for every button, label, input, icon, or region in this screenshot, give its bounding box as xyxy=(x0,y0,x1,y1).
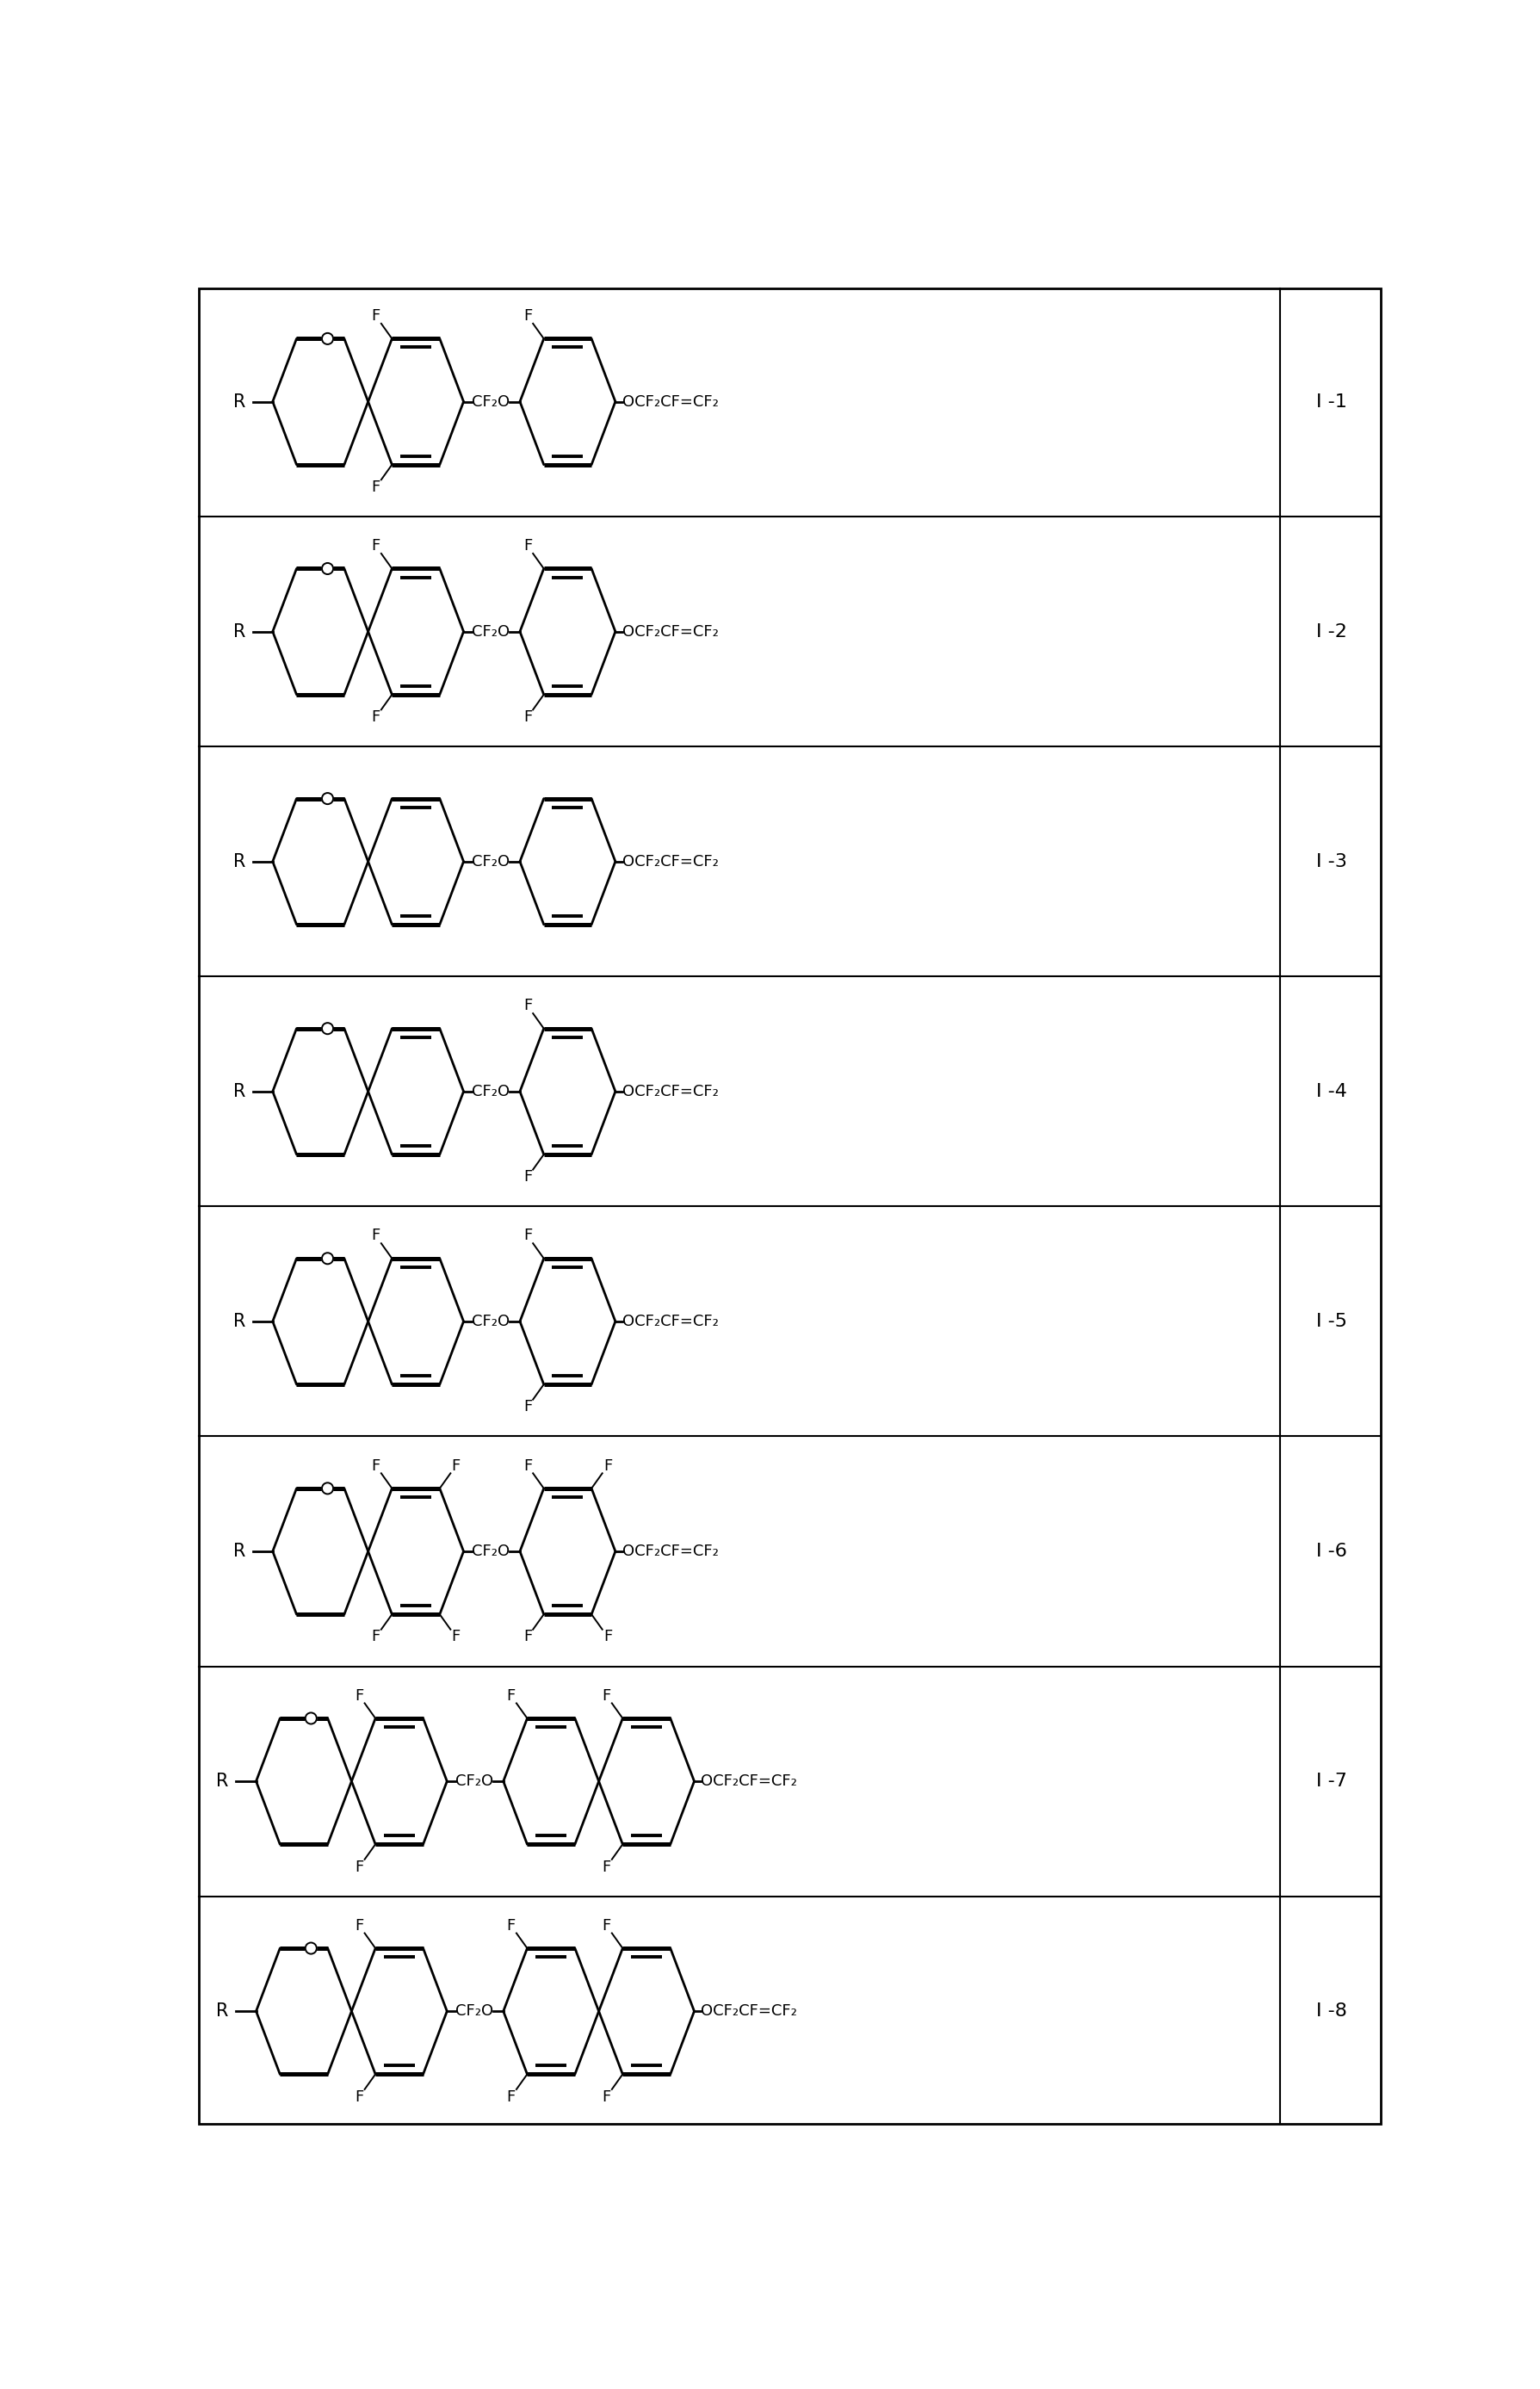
Text: F: F xyxy=(602,2088,610,2105)
Text: F: F xyxy=(354,1689,363,1703)
Text: F: F xyxy=(371,538,380,554)
Text: F: F xyxy=(371,1629,380,1644)
Text: I -3: I -3 xyxy=(1315,853,1346,870)
Text: F: F xyxy=(371,480,380,495)
Text: I -4: I -4 xyxy=(1315,1082,1346,1099)
Text: R: R xyxy=(216,2002,228,2019)
Circle shape xyxy=(305,1713,316,1725)
Text: I -6: I -6 xyxy=(1315,1543,1346,1560)
Circle shape xyxy=(305,1942,316,1954)
Text: CF₂O: CF₂O xyxy=(471,1543,510,1560)
Text: F: F xyxy=(604,1457,611,1474)
Text: OCF₂CF=CF₂: OCF₂CF=CF₂ xyxy=(622,1314,718,1328)
Text: R: R xyxy=(233,1543,245,1560)
Text: I -8: I -8 xyxy=(1315,2002,1346,2019)
Text: F: F xyxy=(524,1629,531,1644)
Text: R: R xyxy=(233,624,245,640)
Text: F: F xyxy=(451,1457,460,1474)
Text: CF₂O: CF₂O xyxy=(471,1085,510,1099)
Text: F: F xyxy=(507,1689,516,1703)
Text: F: F xyxy=(507,2088,516,2105)
Text: F: F xyxy=(602,1918,610,1933)
Text: F: F xyxy=(524,1228,531,1245)
Text: I -1: I -1 xyxy=(1315,394,1346,411)
Text: F: F xyxy=(524,999,531,1013)
Circle shape xyxy=(322,1252,333,1264)
Text: OCF₂CF=CF₂: OCF₂CF=CF₂ xyxy=(622,1543,718,1560)
Text: OCF₂CF=CF₂: OCF₂CF=CF₂ xyxy=(622,853,718,870)
Text: CF₂O: CF₂O xyxy=(471,853,510,870)
Text: OCF₂CF=CF₂: OCF₂CF=CF₂ xyxy=(622,1085,718,1099)
Text: F: F xyxy=(602,1689,610,1703)
Text: F: F xyxy=(602,1859,610,1875)
Text: F: F xyxy=(524,308,531,325)
Text: CF₂O: CF₂O xyxy=(471,1314,510,1328)
Text: F: F xyxy=(507,1918,516,1933)
Circle shape xyxy=(322,332,333,344)
Text: I -5: I -5 xyxy=(1315,1314,1346,1331)
Text: F: F xyxy=(524,1457,531,1474)
Text: OCF₂CF=CF₂: OCF₂CF=CF₂ xyxy=(622,624,718,640)
Text: F: F xyxy=(524,710,531,724)
Text: F: F xyxy=(371,308,380,325)
Text: OCF₂CF=CF₂: OCF₂CF=CF₂ xyxy=(701,1773,796,1789)
Text: F: F xyxy=(524,1168,531,1185)
Circle shape xyxy=(322,793,333,805)
Text: R: R xyxy=(233,1314,245,1331)
Text: F: F xyxy=(371,1457,380,1474)
Text: F: F xyxy=(354,1918,363,1933)
Text: F: F xyxy=(354,1859,363,1875)
Text: OCF₂CF=CF₂: OCF₂CF=CF₂ xyxy=(701,2004,796,2019)
Text: F: F xyxy=(371,1228,380,1245)
Text: F: F xyxy=(604,1629,611,1644)
Text: R: R xyxy=(233,1082,245,1099)
Text: R: R xyxy=(233,394,245,411)
Circle shape xyxy=(322,1484,333,1493)
Text: F: F xyxy=(354,2088,363,2105)
Text: R: R xyxy=(233,853,245,870)
Text: F: F xyxy=(371,710,380,724)
Text: CF₂O: CF₂O xyxy=(454,1773,493,1789)
Text: F: F xyxy=(451,1629,460,1644)
Circle shape xyxy=(322,564,333,573)
Text: I -2: I -2 xyxy=(1315,624,1346,640)
Circle shape xyxy=(322,1022,333,1034)
Text: CF₂O: CF₂O xyxy=(471,624,510,640)
Text: F: F xyxy=(524,1400,531,1414)
Text: CF₂O: CF₂O xyxy=(454,2004,493,2019)
Text: OCF₂CF=CF₂: OCF₂CF=CF₂ xyxy=(622,394,718,409)
Text: I -7: I -7 xyxy=(1315,1773,1346,1789)
Text: F: F xyxy=(524,538,531,554)
Text: CF₂O: CF₂O xyxy=(471,394,510,409)
Text: R: R xyxy=(216,1773,228,1789)
